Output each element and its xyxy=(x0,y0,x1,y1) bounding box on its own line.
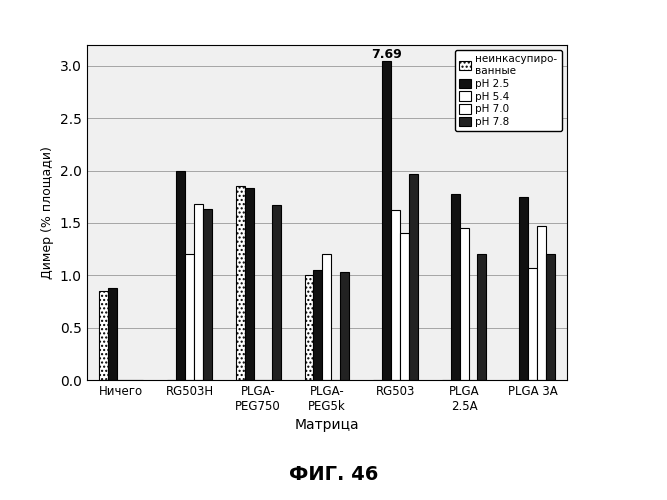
Bar xyxy=(520,197,528,380)
Bar xyxy=(203,210,212,380)
Bar xyxy=(478,254,486,380)
X-axis label: Матрица: Матрица xyxy=(295,418,359,432)
Bar xyxy=(185,254,194,380)
Bar xyxy=(99,291,107,380)
Bar xyxy=(340,272,349,380)
Bar xyxy=(176,170,185,380)
Legend: неинкасупиро-
ванные, pH 2.5, pH 5.4, pH 7.0, pH 7.8: неинкасупиро- ванные, pH 2.5, pH 5.4, pH… xyxy=(455,50,562,132)
Bar xyxy=(546,254,555,380)
Bar xyxy=(460,228,468,380)
Bar xyxy=(322,254,331,380)
Bar xyxy=(391,210,400,380)
Bar xyxy=(245,188,253,380)
Bar xyxy=(382,60,391,380)
Bar xyxy=(194,204,203,380)
Bar xyxy=(305,276,313,380)
Bar xyxy=(528,268,537,380)
Bar xyxy=(271,205,281,380)
Bar xyxy=(537,226,546,380)
Bar xyxy=(313,270,322,380)
Bar xyxy=(409,174,418,380)
Bar xyxy=(400,234,409,380)
Y-axis label: Димер (% площади): Димер (% площади) xyxy=(41,146,54,279)
Bar xyxy=(107,288,117,380)
Text: ФИГ. 46: ФИГ. 46 xyxy=(289,466,378,484)
Text: 7.69: 7.69 xyxy=(371,48,402,60)
Bar xyxy=(451,194,460,380)
Bar xyxy=(236,186,245,380)
